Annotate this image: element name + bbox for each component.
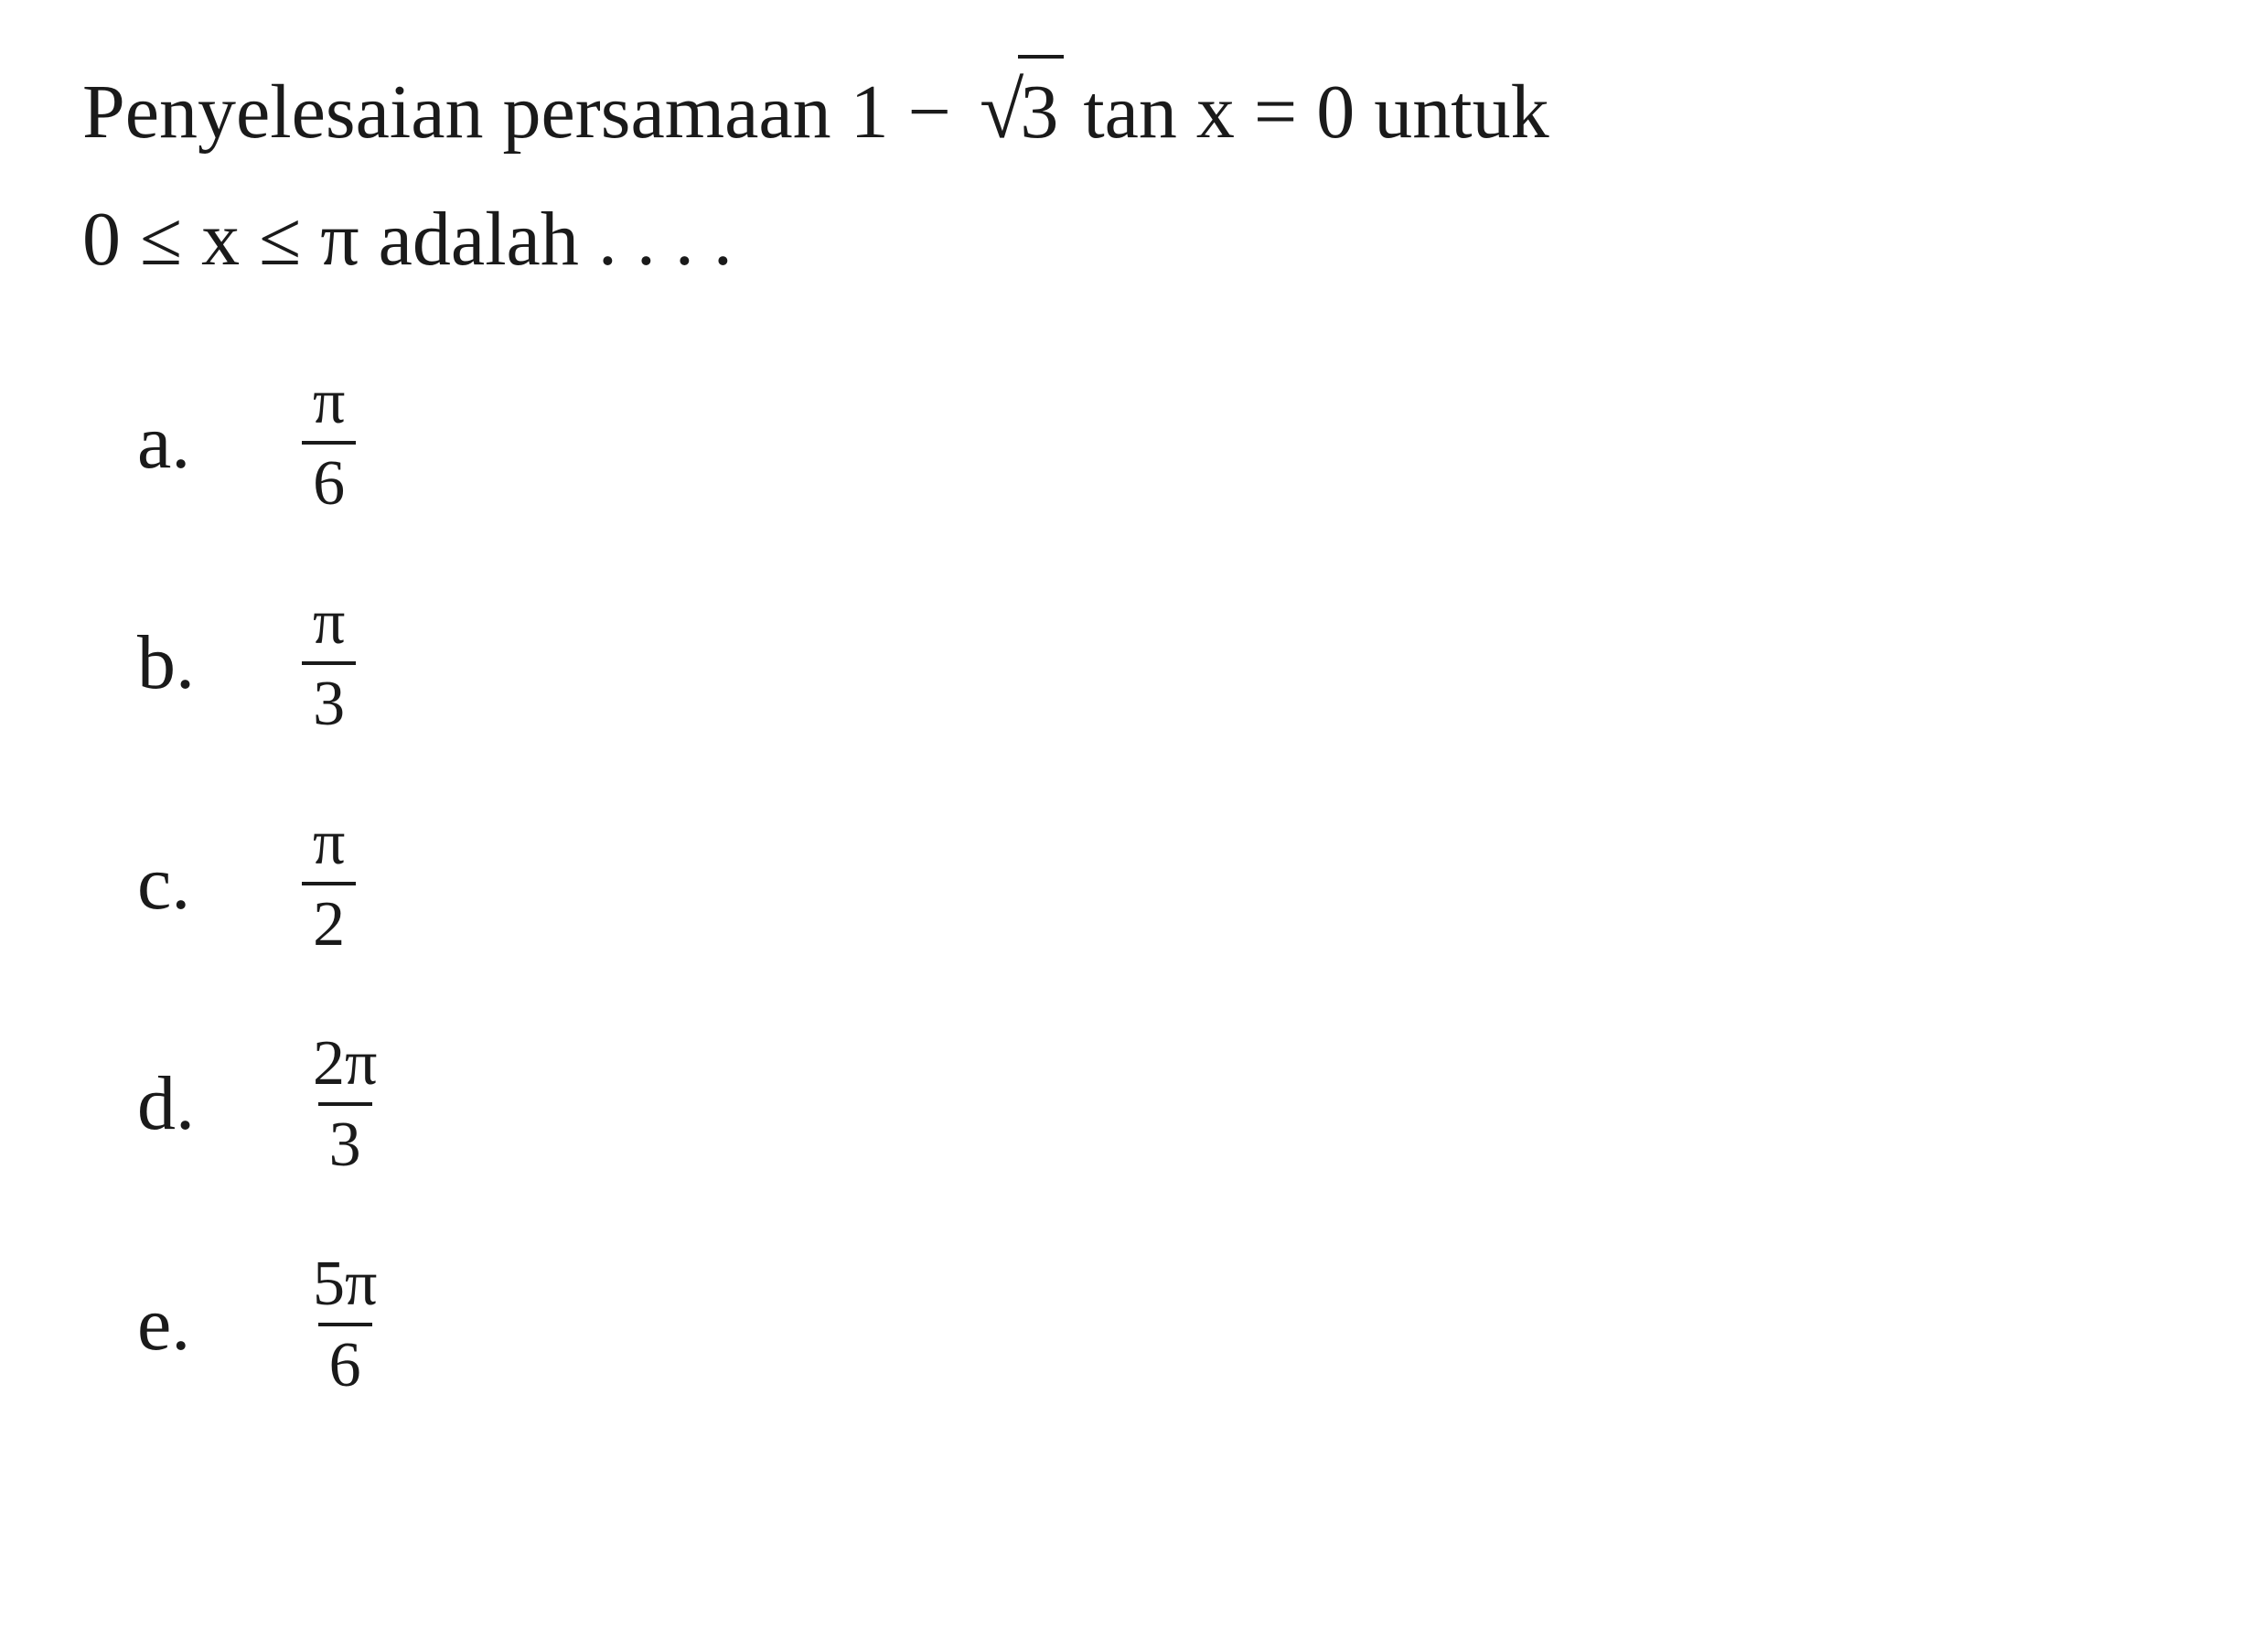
denominator-a: 6 bbox=[302, 441, 356, 519]
numerator-e: 5π bbox=[302, 1249, 388, 1323]
range-start: 0 bbox=[82, 197, 140, 282]
sqrt-symbol: √ bbox=[980, 67, 1023, 156]
leq-symbol-2: ≤ bbox=[259, 197, 301, 282]
fraction-b: π 3 bbox=[302, 587, 356, 739]
leq-symbol-1: ≤ bbox=[140, 197, 182, 282]
option-b: b. π 3 bbox=[137, 587, 2168, 739]
numerator-a: π bbox=[302, 367, 356, 441]
fraction-c: π 2 bbox=[302, 808, 356, 960]
option-label-c: c. bbox=[137, 839, 302, 928]
question-text-part1: Penyelesaian persamaan 1 − bbox=[82, 70, 970, 155]
denominator-b: 3 bbox=[302, 661, 356, 739]
option-a: a. π 6 bbox=[137, 367, 2168, 519]
question-text-part2: tan x = 0 untuk bbox=[1064, 70, 1548, 155]
denominator-e: 6 bbox=[318, 1323, 372, 1400]
option-e: e. 5π 6 bbox=[137, 1249, 2168, 1400]
option-label-a: a. bbox=[137, 398, 302, 487]
options-list: a. π 6 b. π 3 c. π 2 d. 2π 3 e. 5π 6 bbox=[82, 367, 2168, 1400]
denominator-c: 2 bbox=[302, 882, 356, 960]
numerator-b: π bbox=[302, 587, 356, 661]
numerator-c: π bbox=[302, 808, 356, 882]
fraction-e: 5π 6 bbox=[302, 1249, 388, 1400]
fraction-a: π 6 bbox=[302, 367, 356, 519]
option-label-b: b. bbox=[137, 618, 302, 707]
sqrt-value: 3 bbox=[1018, 55, 1064, 166]
sqrt-expression: √3 bbox=[970, 55, 1064, 167]
numerator-d: 2π bbox=[302, 1028, 388, 1102]
question-line-1: Penyelesaian persamaan 1 − √3 tan x = 0 … bbox=[82, 55, 2168, 167]
option-label-d: d. bbox=[137, 1059, 302, 1148]
fraction-d: 2π 3 bbox=[302, 1028, 388, 1180]
range-end: π adalah . . . . bbox=[301, 197, 733, 282]
option-d: d. 2π 3 bbox=[137, 1028, 2168, 1180]
range-var: x bbox=[182, 197, 259, 282]
question-line-2: 0 ≤ x ≤ π adalah . . . . bbox=[82, 186, 2168, 294]
denominator-d: 3 bbox=[318, 1102, 372, 1180]
option-c: c. π 2 bbox=[137, 808, 2168, 960]
option-label-e: e. bbox=[137, 1280, 302, 1368]
